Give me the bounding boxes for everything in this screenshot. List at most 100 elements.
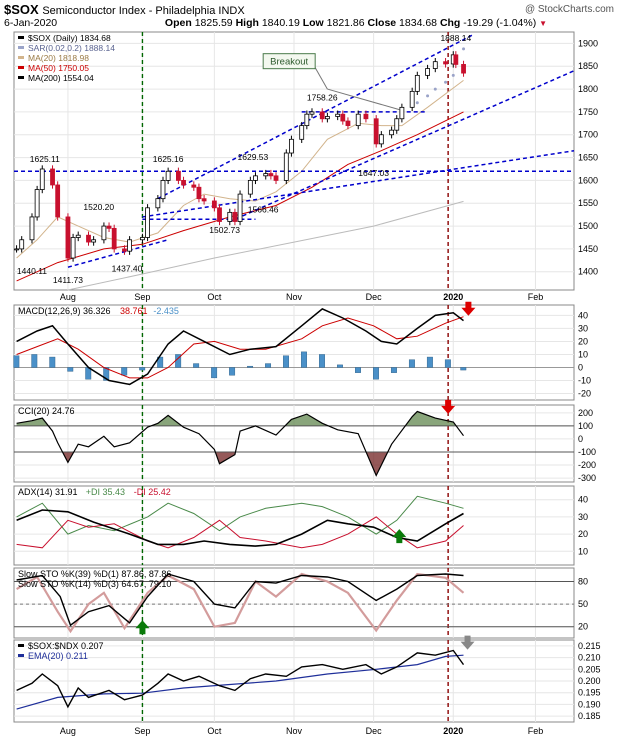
candle-body bbox=[91, 239, 97, 243]
macd-hist-bar bbox=[193, 363, 200, 368]
candle-body bbox=[211, 200, 217, 209]
legend-entry: MA(50) 1750.05 bbox=[28, 63, 89, 73]
macd-hist-bar bbox=[355, 367, 361, 373]
cci-oversold-fill bbox=[16, 451, 464, 476]
macd-hist-bar bbox=[337, 364, 343, 368]
candle-body bbox=[50, 168, 55, 186]
adx-panel: 10 20 30 40 ADX(14) 31.91 +DI 35.43 -DI 25.42 bbox=[13, 485, 588, 566]
macd-hist-bar bbox=[408, 359, 415, 368]
legend-entry: MA(200) 1554.04 bbox=[28, 73, 94, 83]
y-tick-label: 20 bbox=[578, 529, 588, 539]
chart-title: $SOX Semiconductor Index - Philadelphia … bbox=[4, 2, 245, 17]
buy-signal-arrow bbox=[392, 529, 407, 544]
y-tick-label: -100 bbox=[578, 447, 596, 457]
y-tick-label: 0.185 bbox=[578, 711, 601, 721]
candle-body bbox=[355, 113, 361, 127]
y-tick-label: 0.215 bbox=[578, 641, 601, 651]
y-tick-label: 0.205 bbox=[578, 664, 601, 674]
sar-dot bbox=[451, 73, 455, 77]
y-tick-label: 1900 bbox=[578, 38, 598, 48]
high-value: 1840.19 bbox=[261, 17, 300, 29]
neutral-signal-arrow bbox=[460, 635, 475, 650]
price-panel: 1400 1450 1500 1550 1600 1650 1700 1750 1800 1850… bbox=[13, 31, 598, 302]
legend-entry: -DI 25.42 bbox=[134, 487, 171, 497]
macd-hist-bar bbox=[121, 367, 128, 376]
candle-body bbox=[106, 225, 112, 229]
candle-body bbox=[237, 193, 243, 222]
price-label: 1566.46 bbox=[248, 204, 279, 214]
macd-hist-bar bbox=[390, 367, 397, 373]
macd-hist-bar bbox=[103, 367, 110, 381]
candle-body bbox=[289, 138, 294, 154]
candle-body bbox=[304, 113, 310, 127]
macd-hist-bar bbox=[13, 355, 20, 368]
index-name: Semiconductor Index - Philadelphia INDX bbox=[42, 5, 245, 17]
candle-body bbox=[181, 180, 186, 186]
cci-line bbox=[16, 410, 464, 477]
x-tick-label: 2020 bbox=[443, 292, 463, 302]
y-tick-label: 1800 bbox=[578, 84, 598, 94]
y-tick-label: -20 bbox=[578, 388, 591, 398]
ma200-line bbox=[67, 200, 464, 291]
y-tick-label: 0.190 bbox=[578, 699, 601, 709]
price-label: 1629.53 bbox=[238, 152, 269, 162]
legend-entry: 38.761 bbox=[120, 306, 148, 316]
legend-entry: EMA(20) 0.211 bbox=[28, 651, 88, 661]
candle-body bbox=[273, 175, 279, 181]
cci-overbought-fill bbox=[16, 411, 464, 426]
x-tick-label: Nov bbox=[286, 292, 303, 302]
x-tick-label: Feb bbox=[528, 726, 544, 736]
macd-line bbox=[16, 308, 464, 386]
legend-swatch bbox=[18, 76, 24, 79]
breakout-label: Breakout bbox=[270, 57, 308, 68]
candle-body bbox=[299, 125, 305, 140]
price-label: 1625.11 bbox=[30, 154, 60, 164]
legend-entry: Slow STO %K(14) %D(3) 64.67, 79.10 bbox=[18, 579, 171, 589]
candle-body bbox=[19, 239, 25, 250]
y-tick-label: 30 bbox=[578, 323, 588, 333]
candle-body bbox=[201, 198, 207, 202]
y-tick-label: -300 bbox=[578, 473, 596, 483]
macd-hist-bar bbox=[211, 367, 218, 379]
macd-hist-bar bbox=[49, 356, 56, 368]
candle-body bbox=[414, 74, 420, 92]
buy-signal-arrow bbox=[135, 620, 150, 635]
candle-body bbox=[340, 113, 346, 122]
candle-body bbox=[409, 90, 415, 108]
candle-body bbox=[378, 134, 384, 145]
candle-body bbox=[232, 211, 238, 222]
y-tick-label: -10 bbox=[578, 375, 591, 385]
y-tick-label: 0 bbox=[578, 362, 583, 372]
sar-dot bbox=[415, 101, 419, 105]
y-tick-label: 0 bbox=[578, 434, 583, 444]
legend-entry: SAR(0.02,0.2) 1888.14 bbox=[28, 43, 115, 53]
legend-entry: MA(20) 1818.98 bbox=[28, 53, 89, 63]
candle-body bbox=[55, 184, 61, 218]
x-tick-label: Aug bbox=[60, 292, 76, 302]
sar-dot bbox=[426, 94, 430, 98]
legend-swatch bbox=[18, 654, 24, 657]
candle-body bbox=[227, 211, 233, 222]
x-tick-label: 2020 bbox=[443, 726, 463, 736]
macd-hist-bar bbox=[426, 356, 433, 368]
ma20-line bbox=[16, 79, 464, 259]
candle-body bbox=[283, 152, 289, 181]
macd-panel: -20 -10 0 10 20 30 40 MACD(12,26,9) 36.326 38.76… bbox=[13, 301, 591, 401]
candle-body bbox=[443, 61, 448, 65]
y-tick-label: 1400 bbox=[578, 267, 598, 277]
x-tick-label: Sep bbox=[134, 292, 150, 302]
macd-hist-bar bbox=[283, 355, 289, 368]
y-tick-label: 1600 bbox=[578, 175, 598, 185]
candle-body bbox=[399, 106, 405, 120]
quote-date: 6-Jan-2020 bbox=[4, 17, 58, 29]
y-tick-label: 1700 bbox=[578, 130, 598, 140]
candle-body bbox=[155, 198, 161, 209]
candle-body bbox=[389, 129, 395, 136]
candle-body bbox=[39, 168, 45, 190]
candle-body bbox=[165, 170, 171, 181]
macd-hist-bar bbox=[319, 354, 325, 368]
x-tick-label: Dec bbox=[366, 726, 383, 736]
legend-swatch bbox=[18, 644, 24, 647]
